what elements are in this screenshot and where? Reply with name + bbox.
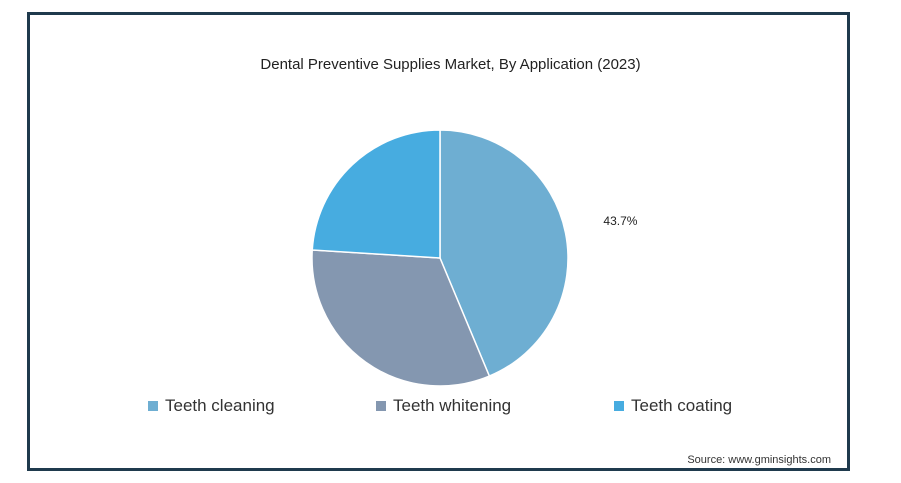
source-note: Source: www.gminsights.com: [687, 454, 831, 466]
legend-label-teeth-whitening: Teeth whitening: [393, 396, 512, 415]
legend-swatch-teeth-coating: [614, 401, 624, 411]
legend-label-teeth-coating: Teeth coating: [631, 396, 733, 415]
pie-slice-teeth-whitening: [311, 249, 491, 387]
pie-slice-teeth-coating: [311, 129, 441, 259]
legend-item-teeth-whitening: Teeth whitening: [376, 396, 511, 416]
legend-swatch-teeth-cleaning: [148, 401, 158, 411]
legend-item-teeth-cleaning: Teeth cleaning: [148, 396, 275, 416]
legend-swatch-teeth-whitening: [376, 401, 386, 411]
chart-legend: Teeth cleaning Teeth whitening Teeth coa…: [0, 396, 901, 418]
legend-item-teeth-coating: Teeth coating: [614, 396, 732, 416]
legend-label-teeth-cleaning: Teeth cleaning: [165, 396, 275, 415]
chart-title: Dental Preventive Supplies Market, By Ap…: [260, 56, 641, 73]
data-label-teeth-cleaning: 43.7%: [603, 214, 637, 228]
pie-slice-teeth-cleaning: [439, 129, 569, 378]
